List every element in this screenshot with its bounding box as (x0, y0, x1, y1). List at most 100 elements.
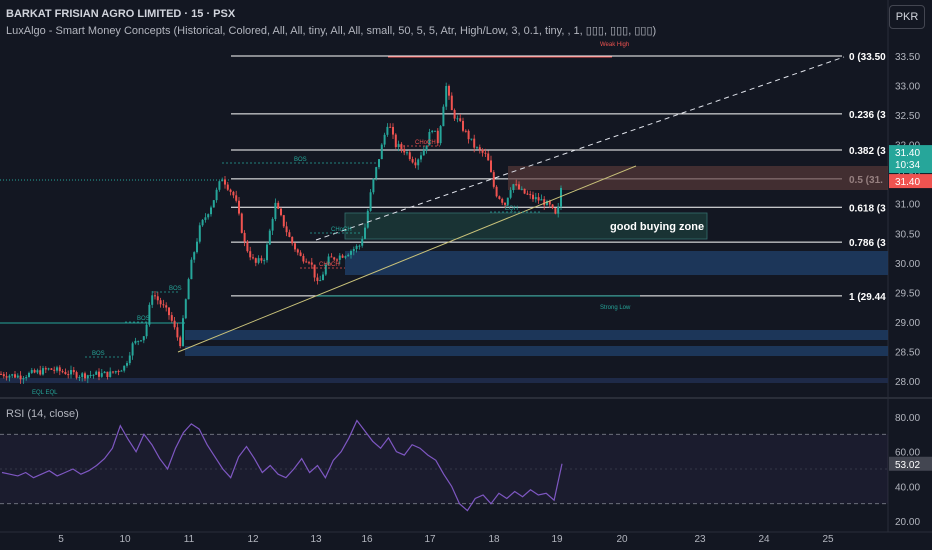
candle-body (266, 244, 268, 261)
candle-body (106, 371, 109, 377)
candle-body (268, 230, 271, 245)
buy-zone-label: good buying zone (610, 221, 704, 233)
time-tick-label: 24 (758, 534, 770, 545)
candle-body (336, 259, 338, 261)
candle-body (117, 371, 120, 373)
candle-body (142, 336, 145, 341)
candle-body (154, 295, 156, 297)
candle-body (364, 227, 366, 240)
price-tick-label: 32.50 (895, 111, 920, 122)
candle-body (215, 189, 218, 201)
candles (0, 82, 562, 384)
structure-break-label: CHoCH (415, 140, 436, 146)
candle-body (210, 207, 212, 215)
candle-body (341, 255, 344, 258)
rsi-tick-label: 40.00 (895, 482, 920, 493)
candle-body (501, 198, 504, 203)
candle-body (145, 324, 148, 337)
candle-body (504, 202, 506, 205)
candle-body (296, 249, 299, 253)
candle-body (103, 371, 106, 374)
strong-low-label: Strong Low (600, 305, 631, 311)
candle-body (319, 280, 322, 282)
price-badge-down (889, 174, 932, 189)
candle-body (436, 130, 439, 144)
candle-body (442, 106, 445, 127)
candle-body (44, 368, 47, 370)
time-tick-label: 25 (822, 534, 834, 545)
structure-break-label: BOS (294, 157, 307, 163)
candle-body (543, 199, 546, 206)
candle-body (484, 152, 487, 154)
candle-body (392, 127, 394, 135)
candle-body (229, 189, 232, 192)
candle-body (529, 194, 532, 196)
price-tick-label: 31.00 (895, 200, 920, 211)
candle-body (193, 252, 196, 260)
candle-body (459, 118, 462, 121)
candle-body (352, 249, 355, 252)
candle-body (338, 255, 341, 260)
candle-body (361, 239, 364, 246)
candle-body (548, 201, 551, 205)
candle-body (369, 192, 372, 211)
time-tick-label: 12 (247, 534, 259, 545)
candle-body (123, 365, 126, 371)
candle-body (240, 213, 243, 233)
time-tick-label: 10 (119, 534, 131, 545)
candle-body (327, 256, 330, 265)
rsi-legend[interactable]: RSI (14, close) (6, 408, 79, 420)
candle-body (434, 130, 436, 132)
candle-body (25, 377, 28, 379)
candle-body (212, 200, 215, 208)
candle-body (414, 162, 417, 166)
indicator-legend[interactable]: LuxAlgo - Smart Money Concepts (Historic… (6, 25, 657, 37)
candle-body (450, 95, 453, 111)
candle-body (16, 375, 19, 378)
candle-body (249, 251, 252, 258)
candle-body (42, 368, 44, 375)
price-tick-label: 28.00 (895, 377, 920, 388)
candle-body (226, 184, 229, 190)
time-tick-label: 16 (361, 534, 373, 545)
candle-body (176, 327, 179, 338)
candle-body (280, 208, 282, 216)
candle-body (523, 188, 526, 194)
candle-body (389, 126, 392, 128)
candle-body (100, 373, 103, 377)
price-tick-label: 29.00 (895, 318, 920, 329)
rsi-pane (0, 419, 888, 512)
candle-body (131, 343, 134, 356)
candle-body (366, 210, 369, 228)
candle-body (512, 184, 515, 191)
time-tick-label: 18 (488, 534, 500, 545)
currency-button[interactable]: PKR (889, 5, 925, 29)
candle-body (30, 370, 33, 373)
candle-body (375, 167, 378, 179)
candle-body (254, 258, 257, 263)
rsi-tick-label: 60.00 (895, 448, 920, 459)
candle-body (173, 320, 176, 328)
candle-body (464, 130, 467, 132)
candle-body (526, 193, 529, 195)
candle-body (288, 232, 291, 237)
time-tick-label: 19 (551, 534, 563, 545)
candle-body (515, 184, 518, 186)
candle-body (403, 149, 406, 153)
candle-body (207, 214, 210, 218)
time-tick-label: 23 (694, 534, 706, 545)
candle-body (165, 305, 168, 308)
candle-body (487, 153, 490, 161)
candle-body (184, 299, 187, 319)
candle-body (64, 372, 67, 375)
order-block-zone (185, 330, 888, 340)
candle-body (271, 219, 274, 231)
candle-body (218, 181, 221, 190)
price-tick-label: 28.50 (895, 347, 920, 358)
candle-body (11, 374, 14, 376)
candle-body (417, 159, 420, 166)
candle-body (19, 375, 22, 380)
candle-body (397, 143, 400, 148)
candle-body (285, 226, 288, 233)
